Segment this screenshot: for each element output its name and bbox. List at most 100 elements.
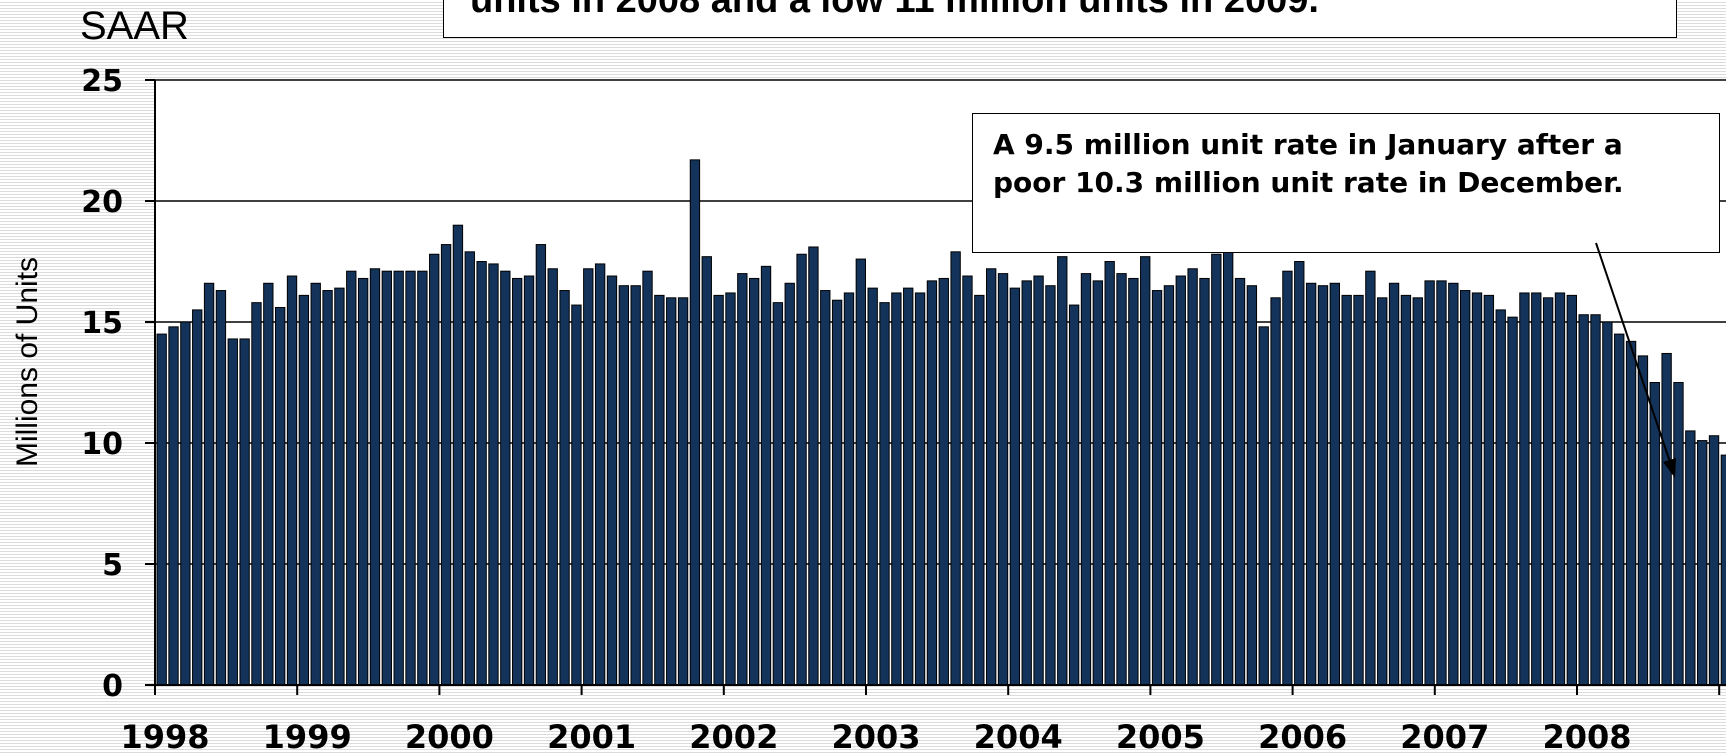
bar [867, 287, 878, 686]
bar [1234, 277, 1246, 686]
bar [1412, 297, 1423, 686]
chart-title-text: units in 2008 and a low 11 million units… [470, 0, 1319, 21]
bar [310, 282, 321, 686]
bar [618, 285, 630, 686]
bar [891, 292, 902, 686]
bar [903, 287, 914, 686]
bar [452, 224, 464, 686]
annotation-box: A 9.5 million unit rate in January after… [972, 113, 1720, 253]
bar [1033, 275, 1044, 686]
bar [1329, 282, 1341, 686]
bar [1625, 340, 1637, 686]
bar [559, 290, 570, 686]
saar-label: SAAR [80, 4, 189, 48]
bar [1317, 285, 1329, 686]
bar [1400, 294, 1412, 686]
bar [1566, 294, 1578, 686]
bar [1092, 280, 1104, 686]
bar [512, 277, 523, 686]
bar [1673, 382, 1684, 686]
bar [606, 275, 618, 686]
bar [535, 244, 547, 686]
bar [417, 270, 428, 686]
x-tick-label: 1998 [120, 718, 209, 754]
bar [1531, 292, 1542, 686]
bar [1341, 294, 1352, 686]
x-tick-label: 2001 [547, 718, 636, 754]
bar [1554, 292, 1566, 686]
bar [1424, 280, 1435, 686]
bar [156, 333, 167, 686]
bar [405, 270, 416, 686]
bar [203, 282, 215, 686]
bar [725, 292, 736, 686]
bar [571, 304, 582, 686]
bar [997, 273, 1009, 686]
bar [1223, 246, 1234, 686]
bar [1602, 321, 1613, 686]
bar [926, 280, 938, 686]
bar [1436, 280, 1447, 686]
bar [760, 265, 772, 686]
bar [1614, 333, 1625, 686]
bar [1104, 261, 1115, 686]
bar [831, 299, 843, 686]
bar [701, 256, 712, 686]
bar [1685, 430, 1696, 686]
bar [381, 270, 392, 686]
bar [334, 287, 345, 686]
bar [974, 294, 985, 686]
x-tick-label: 2005 [1116, 718, 1205, 754]
bar [286, 275, 298, 686]
bar [1068, 304, 1080, 686]
x-tick-label: 2008 [1542, 718, 1631, 754]
bar [879, 302, 890, 686]
bar [737, 273, 748, 686]
bar [749, 277, 760, 686]
bar [808, 246, 819, 686]
bar [464, 251, 475, 686]
bar [1471, 292, 1483, 686]
bar [476, 261, 487, 686]
bar [429, 253, 440, 686]
bar [1353, 294, 1364, 686]
bar [666, 297, 677, 686]
bar [630, 285, 641, 686]
bar [346, 270, 357, 686]
y-tick-label: 15 [81, 306, 123, 341]
bar [192, 309, 203, 686]
bar [1282, 270, 1293, 686]
bar [1637, 355, 1649, 686]
title-box: units in 2008 and a low 11 million units… [443, 0, 1677, 38]
bar [986, 268, 997, 686]
bar [1258, 326, 1269, 686]
bar [523, 275, 535, 686]
bar [263, 282, 274, 686]
bar [393, 270, 404, 686]
bar [1578, 314, 1589, 686]
bar [1460, 290, 1471, 686]
bar [251, 302, 262, 686]
x-tick-label: 2006 [1258, 718, 1347, 754]
bar [1507, 316, 1518, 686]
bar [357, 277, 369, 686]
bar [1199, 277, 1210, 686]
x-tick-label: 2007 [1400, 718, 1489, 754]
bar [239, 338, 250, 686]
bar [713, 294, 724, 686]
bar [1649, 382, 1660, 686]
bar [1519, 292, 1530, 686]
bar [1495, 309, 1506, 686]
bar [1175, 275, 1186, 686]
bar [1365, 270, 1376, 686]
bar [594, 263, 606, 686]
bar [1187, 268, 1198, 686]
bar [1211, 253, 1222, 686]
bar [275, 306, 286, 686]
bar [820, 290, 831, 686]
bar [1163, 285, 1175, 686]
bar [369, 268, 381, 686]
x-tick-label: 2004 [974, 718, 1063, 754]
y-tick-label: 0 [102, 669, 123, 704]
bar [1720, 454, 1726, 686]
